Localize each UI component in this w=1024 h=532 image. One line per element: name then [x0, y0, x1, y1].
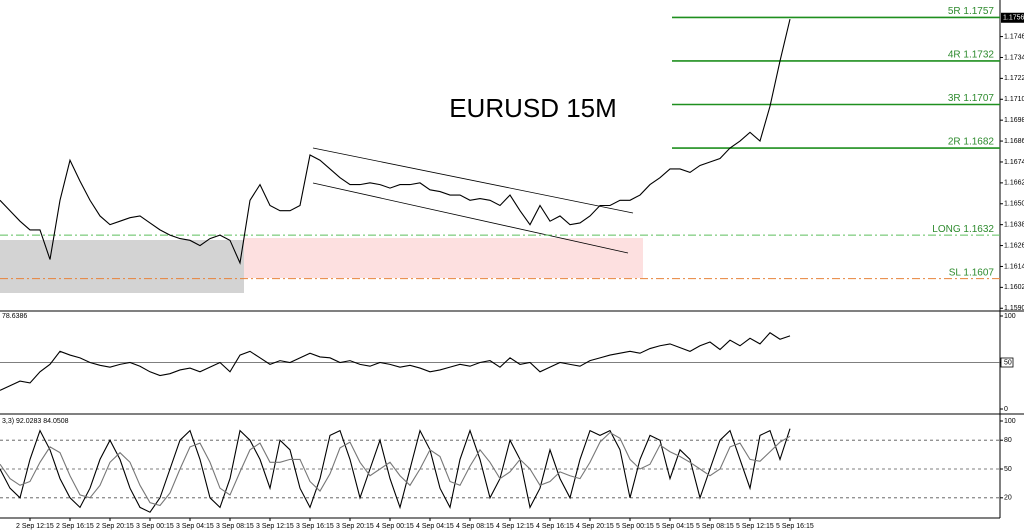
y-tick-label: 1.16860 [1004, 138, 1024, 145]
y-tick-label: 1.17340 [1004, 54, 1024, 61]
x-tick-label: 3 Sep 08:15 [216, 523, 254, 530]
x-tick-label: 4 Sep 20:15 [576, 523, 614, 530]
y-tick-label: 1.17100 [1004, 96, 1024, 103]
y-tick-label: 1.16500 [1004, 201, 1024, 208]
x-tick-label: 2 Sep 16:15 [56, 523, 94, 530]
x-tick-label: 3 Sep 04:15 [176, 523, 214, 530]
last-price-box [1001, 12, 1024, 23]
y-tick-label: 1.16980 [1004, 117, 1024, 124]
data-line [0, 19, 791, 265]
x-tick-label: 3 Sep 12:15 [256, 523, 294, 530]
y-tick-label: 0 [1004, 406, 1008, 413]
x-tick-label: 4 Sep 00:15 [376, 523, 414, 530]
level-label: 2R 1.1682 [948, 137, 995, 148]
x-tick-label: 3 Sep 00:15 [136, 523, 174, 530]
x-tick-label: 4 Sep 08:15 [456, 523, 494, 530]
level-label: SL 1.1607 [949, 267, 995, 278]
x-tick-label: 2 Sep 12:15 [16, 523, 54, 530]
x-tick-label: 5 Sep 12:15 [736, 523, 774, 530]
y-tick-box [1000, 357, 1014, 368]
channel-line [312, 147, 634, 214]
y-tick-label: 1.16380 [1004, 222, 1024, 229]
y-tick-label: 20 [1004, 495, 1012, 502]
x-tick-label: 4 Sep 04:15 [416, 523, 454, 530]
x-tick-label: 3 Sep 20:15 [336, 523, 374, 530]
data-line [0, 431, 791, 507]
y-tick-label: 50 [1004, 466, 1012, 473]
rsi-header: 78.6386 [2, 313, 27, 320]
x-tick-label: 2 Sep 20:15 [96, 523, 134, 530]
y-tick-label: 1.16140 [1004, 263, 1024, 270]
y-tick-label: 50 [1004, 359, 1012, 366]
y-tick-label: 1.16260 [1004, 242, 1024, 249]
x-tick-label: 5 Sep 16:15 [776, 523, 814, 530]
x-tick-label: 5 Sep 04:15 [656, 523, 694, 530]
y-tick-label: 100 [1004, 313, 1016, 320]
last-price-label: 1.17568 [1003, 15, 1024, 22]
x-tick-label: 5 Sep 00:15 [616, 523, 654, 530]
x-tick-label: 4 Sep 12:15 [496, 523, 534, 530]
level-label: 5R 1.1757 [948, 6, 995, 17]
stop-zone [0, 240, 244, 293]
y-tick-label: 1.17460 [1004, 33, 1024, 40]
level-label: 4R 1.1732 [948, 50, 995, 61]
y-tick-label: 1.16620 [1004, 180, 1024, 187]
level-label: 3R 1.1707 [948, 93, 995, 104]
y-tick-label: 1.17220 [1004, 75, 1024, 82]
chart-title: EURUSD 15M [449, 93, 617, 123]
stoch-header: 3,3) 92.0283 84.0508 [2, 418, 69, 425]
y-tick-label: 1.15900 [1004, 305, 1024, 312]
channel-line [312, 182, 629, 254]
data-line [0, 428, 791, 513]
data-line [0, 332, 791, 391]
x-tick-label: 3 Sep 16:15 [296, 523, 334, 530]
level-label: LONG 1.1632 [932, 224, 994, 235]
x-tick-label: 5 Sep 08:15 [696, 523, 734, 530]
entry-zone [244, 238, 643, 278]
y-tick-label: 100 [1004, 418, 1016, 425]
y-tick-label: 80 [1004, 437, 1012, 444]
y-tick-label: 1.16740 [1004, 159, 1024, 166]
y-tick-label: 1.16020 [1004, 284, 1024, 291]
x-tick-label: 4 Sep 16:15 [536, 523, 574, 530]
